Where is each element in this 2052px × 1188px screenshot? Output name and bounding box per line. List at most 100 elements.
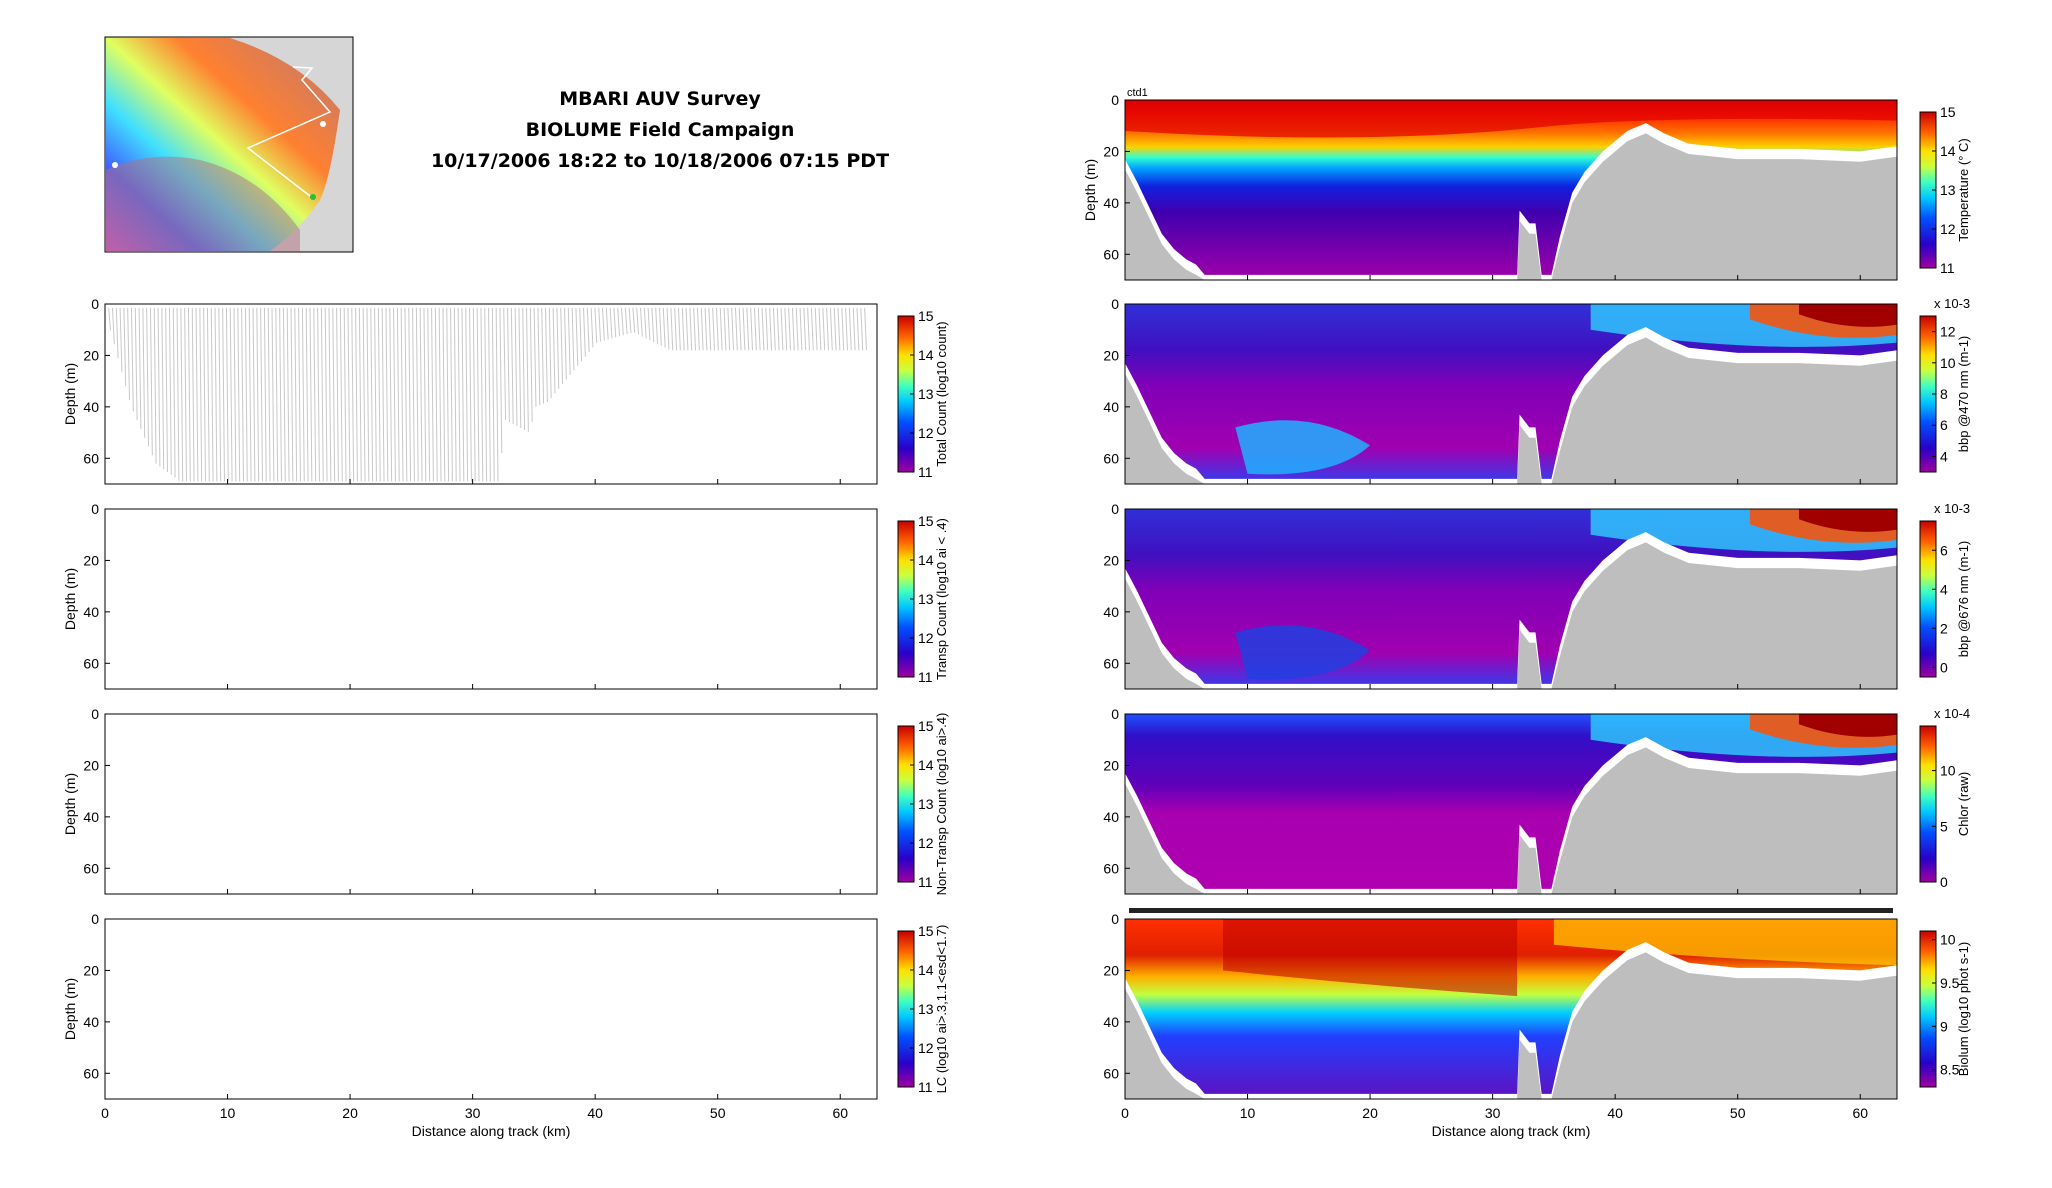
colorbar-tick-label: 13	[918, 591, 934, 607]
auv-track-leg	[111, 307, 115, 345]
y-tick-label: 40	[1103, 1014, 1119, 1030]
colorbar-tick-label: 13	[918, 386, 934, 402]
y-tick-label: 60	[83, 860, 99, 876]
x-tick-label: 30	[465, 1105, 481, 1121]
auv-track-leg	[689, 307, 693, 351]
x-tick-label: 50	[710, 1105, 726, 1121]
colorbar-tick-label: 15	[918, 718, 934, 734]
auv-track-leg	[488, 307, 491, 482]
y-tick-label: 60	[83, 655, 99, 671]
y-tick-label: 60	[1103, 1065, 1119, 1081]
auv-track-leg	[320, 307, 324, 482]
y-tick-label: 0	[1111, 501, 1119, 517]
x-tick-label: 60	[832, 1105, 848, 1121]
auv-track-leg	[567, 307, 571, 375]
map-station-marker	[112, 162, 118, 168]
auv-track-leg	[662, 307, 666, 348]
colorbar	[1919, 930, 1937, 1088]
y-tick-label: 20	[83, 757, 99, 773]
colorbar	[1919, 520, 1937, 678]
auv-track-leg	[548, 307, 552, 398]
auv-track-leg	[279, 307, 282, 482]
auv-track-leg	[753, 307, 757, 351]
colorbar-tick-label: 8.5	[1940, 1062, 1960, 1078]
auv-track-leg	[495, 307, 499, 482]
campaign-title: BIOLUME Field Campaign	[525, 119, 795, 141]
auv-track-leg	[256, 307, 260, 482]
auv-track-leg	[389, 307, 393, 482]
colorbar-tick-label: 11	[918, 874, 933, 890]
auv-track-leg	[446, 307, 450, 482]
auv-track-leg	[822, 307, 826, 351]
auv-track-leg	[609, 307, 613, 339]
auv-track-leg	[571, 307, 575, 371]
auv-track-leg	[769, 307, 772, 351]
auv-track-leg	[415, 307, 419, 482]
auv-track-leg	[161, 307, 165, 470]
auv-track-leg	[734, 307, 738, 351]
auv-track-leg	[708, 307, 712, 351]
auv-track-leg	[639, 307, 643, 337]
colorbar-label: Chlor (raw)	[1956, 772, 1971, 836]
panel-title: ctd1	[1127, 87, 1148, 99]
auv-track-leg	[829, 307, 833, 351]
x-tick-label: 40	[587, 1105, 603, 1121]
seafloor	[1125, 952, 1897, 1099]
auv-track-leg	[617, 307, 621, 337]
y-tick-label: 20	[1103, 347, 1119, 363]
shelf-layer	[1553, 919, 1897, 966]
colorbar-tick-label: 10	[1940, 763, 1956, 779]
auv-track-leg	[431, 307, 434, 482]
auv-track-leg	[301, 307, 305, 482]
auv-track-leg	[658, 307, 662, 346]
auv-track-leg	[807, 307, 810, 351]
auv-track-leg	[651, 307, 655, 343]
auv-track-leg	[199, 307, 203, 482]
auv-track-leg	[248, 307, 252, 482]
y-tick-label: 60	[1103, 655, 1119, 671]
y-tick-label: 20	[83, 962, 99, 978]
colorbar-tick-label: 15	[918, 513, 934, 529]
y-tick-label: 20	[83, 347, 99, 363]
panel-temperature: 0 20 40 60 Depth (m) ctd1 11 12 13 14 15 Temperatur…	[1082, 87, 1971, 281]
auv-track-leg	[294, 307, 298, 482]
auv-track-leg	[461, 307, 465, 482]
y-axis-label: Depth (m)	[62, 773, 78, 835]
colorbar-tick-label: 11	[918, 1079, 933, 1095]
auv-track-leg	[305, 307, 309, 482]
y-tick-label: 40	[83, 604, 99, 620]
auv-track-leg	[814, 307, 818, 351]
auv-track-leg	[381, 307, 385, 482]
auv-track-leg	[564, 307, 567, 380]
colorbar	[1919, 725, 1937, 883]
auv-track-leg	[385, 307, 389, 482]
y-tick-label: 0	[1111, 296, 1119, 312]
auv-track-leg	[317, 307, 320, 482]
auv-track-leg	[503, 307, 507, 420]
auv-track-leg	[704, 307, 708, 351]
auv-track-leg	[218, 307, 222, 482]
figure-title-block: MBARI AUV Survey BIOLUME Field Campaign …	[430, 84, 890, 177]
surface-bloom-core	[1798, 509, 1897, 532]
auv-track-leg	[803, 307, 807, 351]
y-tick-label: 40	[1103, 809, 1119, 825]
auv-track-leg	[628, 307, 632, 334]
auv-track-leg	[480, 307, 484, 482]
auv-track-leg	[252, 307, 256, 482]
auv-track-leg	[624, 307, 628, 335]
auv-track-leg	[579, 307, 583, 362]
panel-chlor: 0 20 40 60 0 5 10 x 10-4 Chlor (raw)	[1103, 706, 1971, 895]
colorbar-tick-label: 13	[1940, 182, 1956, 198]
auv-track-leg	[108, 307, 112, 331]
auv-track-leg	[529, 307, 533, 422]
y-tick-label: 0	[1111, 911, 1119, 927]
auv-track-leg	[339, 307, 343, 482]
auv-track-leg	[674, 307, 678, 351]
colorbar-label: Transp Count (log10 ai < .4)	[934, 518, 949, 680]
y-tick-label: 0	[91, 706, 99, 722]
panel-bbp676: 0 20 40 60 0 2 4 6 x 10-3 bbp @676 nm (m-1)	[1103, 501, 1971, 690]
auv-track-leg	[298, 307, 301, 482]
auv-track-leg	[332, 307, 336, 482]
axes-frame	[1124, 508, 1898, 690]
auv-track-leg	[507, 307, 510, 422]
